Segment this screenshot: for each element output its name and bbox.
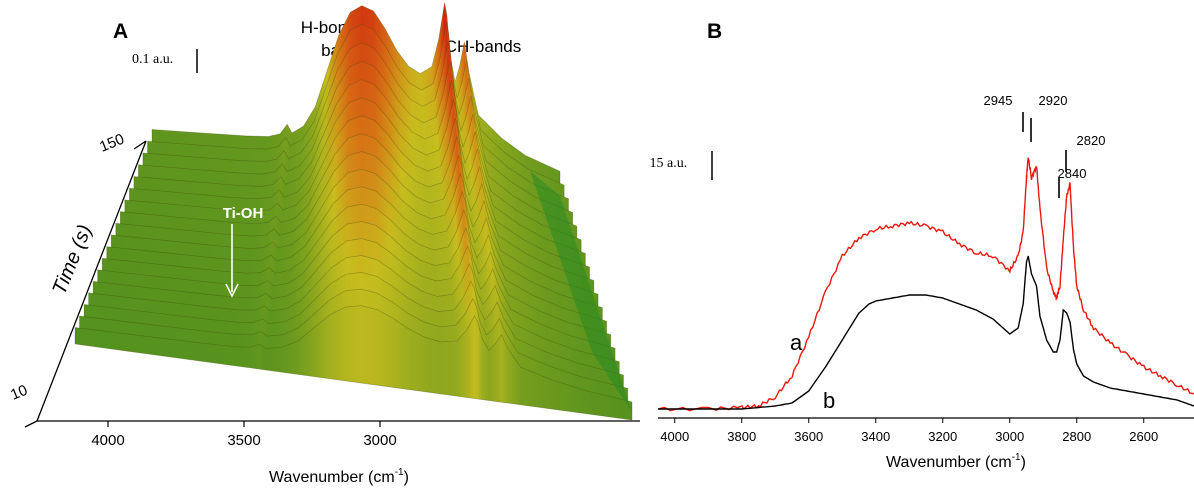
- panel-b-x-tick-label: 3400: [861, 429, 890, 444]
- panel-b-x-tick-label: 4000: [660, 429, 689, 444]
- panel-a-scale-bar-label: 0.1 a.u.: [132, 52, 173, 67]
- panel-a-x-axis: 4000 3500 3000 Wavenumber (cm-1): [37, 420, 640, 486]
- curve-label-a: a: [790, 330, 803, 355]
- panel-b-line-chart: B 0.15 a.u. 2945 2920 2820 2840 a b 4000…: [650, 20, 1194, 471]
- peak-label-2820: 2820: [1077, 133, 1106, 148]
- ti-oh-arrow: [225, 224, 239, 298]
- peak-label-2920: 2920: [1039, 93, 1068, 108]
- curve-label-b: b: [823, 388, 835, 413]
- waterfall-row: [74, 305, 633, 421]
- peak-labels: 2945 2920 2820 2840: [984, 93, 1106, 198]
- panel-b-x-tick-label: 2800: [1062, 429, 1091, 444]
- ti-oh-label: Ti-OH: [223, 205, 264, 222]
- panel-a-label: A: [113, 20, 128, 43]
- waterfall-surface: [74, 2, 633, 421]
- series-line-b: [658, 255, 1194, 410]
- time-tick-10: 10: [8, 382, 30, 404]
- panel-b-x-tick-label: 3800: [727, 429, 756, 444]
- waterfall-side-face: [530, 171, 632, 412]
- panel-b-x-tick-label: 3000: [995, 429, 1024, 444]
- panel-b-plot-area: [657, 157, 1194, 412]
- panel-b-x-axis: 4000 3800 3600 3400 3200 3000 2800 2600 Wavenum…: [658, 417, 1194, 471]
- panel-a-x-tick-label: 3000: [363, 432, 396, 449]
- peak-label-2840: 2840: [1058, 166, 1087, 181]
- panel-a-x-axis-title: Wavenumber (cm-1): [269, 467, 409, 486]
- ch-bands-label: CH-bands: [445, 37, 522, 56]
- series-line-a: [657, 157, 1194, 412]
- panel-a-x-tick-label: 3500: [227, 432, 260, 449]
- panel-b-label: B: [707, 20, 722, 43]
- panel-b-scale-bar-label: 0.15 a.u.: [650, 156, 687, 171]
- peak-label-2945: 2945: [984, 93, 1013, 108]
- panel-b-x-tick-label: 3600: [794, 429, 823, 444]
- time-tick-150: 150: [97, 131, 127, 156]
- panel-a-scale-bar: 0.1 a.u.: [132, 49, 198, 73]
- panel-a-waterfall-chart: A 0.1 a.u. H-bonding band CH-bands Ti-OH…: [8, 2, 640, 486]
- panel-b-scale-bar: 0.15 a.u.: [650, 151, 713, 180]
- panel-b-x-tick-label: 3200: [928, 429, 957, 444]
- panel-b-x-tick-label: 2600: [1129, 429, 1158, 444]
- panel-a-x-tick-label: 4000: [91, 432, 124, 449]
- panel-b-x-axis-title: Wavenumber (cm-1): [886, 452, 1026, 471]
